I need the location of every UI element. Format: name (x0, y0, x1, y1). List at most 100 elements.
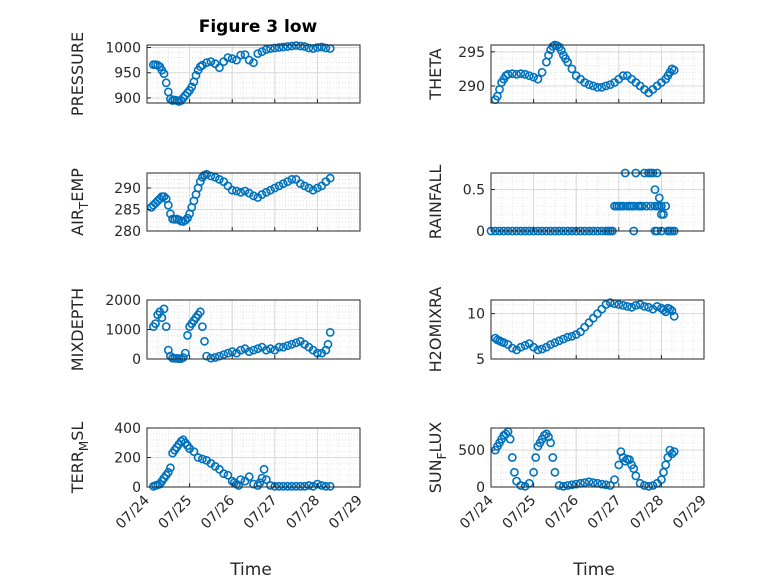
y-tick-label: 290 (114, 181, 141, 197)
data-point (165, 463, 175, 473)
y-axis-label: RAINFALL (426, 165, 445, 240)
data-point (567, 64, 577, 74)
y-tick-label: 400 (114, 421, 141, 437)
data-point (300, 481, 309, 491)
data-point (669, 65, 679, 75)
data-point (559, 334, 568, 344)
data-point (178, 353, 188, 362)
data-point (635, 300, 645, 309)
data-point (223, 348, 233, 358)
data-point (202, 169, 211, 179)
data-point (625, 455, 634, 465)
data-point (501, 429, 511, 439)
data-point (563, 57, 573, 67)
data-point (159, 192, 169, 201)
data-point (165, 209, 175, 219)
data-point (597, 479, 607, 489)
y-tick-label: 1000 (105, 323, 141, 339)
data-point (183, 330, 192, 340)
data-point (227, 185, 237, 195)
data-point (665, 304, 675, 314)
data-point (236, 475, 246, 484)
data-series (490, 298, 679, 355)
data-point (325, 327, 335, 337)
data-point (236, 345, 246, 355)
data-point (180, 215, 190, 225)
data-point (266, 481, 275, 490)
data-point (232, 55, 241, 65)
data-point (627, 302, 636, 312)
data-point (559, 481, 568, 491)
data-series (148, 435, 335, 491)
data-point (253, 49, 263, 58)
axes-box (490, 299, 705, 360)
data-point (191, 70, 201, 80)
data-point (240, 186, 250, 196)
data-point (646, 201, 656, 211)
data-point (614, 460, 624, 470)
y-tick-label: 0 (132, 352, 141, 368)
data-point (588, 313, 598, 323)
data-point (244, 472, 254, 482)
data-point (266, 344, 275, 354)
data-point (537, 67, 547, 77)
data-point (210, 172, 220, 182)
y-tick-label: 290 (458, 79, 485, 95)
data-point (189, 447, 199, 456)
data-point (274, 342, 284, 352)
data-point (667, 449, 677, 459)
y-tick-label: 285 (114, 203, 141, 219)
data-point (520, 340, 530, 350)
data-point (304, 481, 314, 490)
data-point (249, 58, 258, 68)
data-point (257, 190, 267, 199)
data-point (588, 81, 598, 91)
data-point (163, 467, 173, 477)
data-point (183, 213, 192, 223)
data-point (219, 350, 229, 359)
data-point (584, 477, 594, 487)
data-point (657, 201, 666, 211)
data-point (312, 479, 322, 489)
data-point (183, 88, 192, 98)
data-point (325, 173, 335, 183)
data-point (648, 481, 658, 490)
data-point (605, 298, 615, 308)
y-tick-label: 2000 (105, 293, 141, 309)
data-point (516, 481, 526, 490)
data-point (659, 209, 668, 219)
data-point (529, 467, 538, 477)
data-point (546, 438, 555, 448)
data-point (223, 470, 233, 480)
y-axis-label: PRESSURE (68, 32, 87, 116)
data-point (520, 69, 530, 79)
data-point (278, 42, 288, 52)
data-point (629, 201, 639, 211)
data-point (163, 200, 173, 210)
data-point (210, 353, 220, 362)
data-point (287, 339, 297, 349)
data-point (652, 201, 662, 211)
data-point (259, 464, 269, 474)
data-point (295, 481, 305, 491)
data-point (631, 471, 641, 481)
data-point (300, 181, 309, 191)
data-point (529, 72, 538, 82)
data-point (312, 183, 322, 193)
data-point (278, 179, 288, 189)
data-point (261, 345, 271, 355)
data-point (159, 304, 169, 314)
data-point (287, 174, 297, 184)
data-point (550, 467, 560, 477)
data-point (180, 348, 190, 358)
data-point (588, 478, 598, 487)
data-point (195, 307, 205, 317)
data-point (270, 481, 280, 491)
data-point (618, 71, 628, 81)
data-point (274, 43, 284, 52)
data-point (531, 453, 541, 462)
data-point (614, 300, 624, 309)
subplot-pressure: 900 950 1000 PRESSURE (68, 32, 361, 116)
data-point (667, 306, 677, 316)
data-point (244, 188, 254, 198)
